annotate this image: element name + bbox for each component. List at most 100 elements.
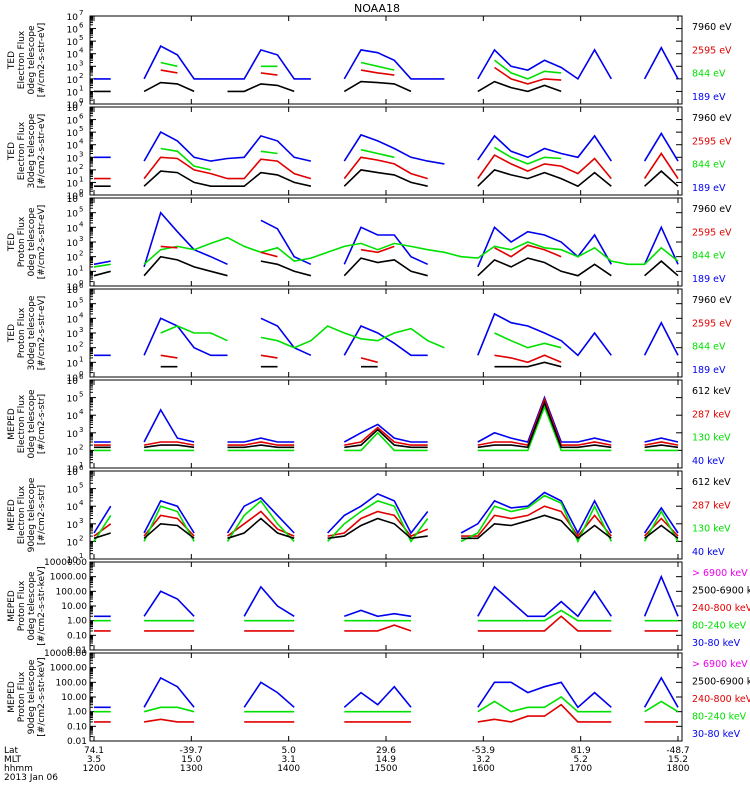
y-tick-label: 10 <box>67 330 79 340</box>
y-axis-label-line: [#/cm2-s-str] <box>37 394 47 454</box>
y-axis-label-line: TED <box>7 142 17 161</box>
y-tick-exponent: 0 <box>79 279 83 287</box>
x-tick-label-lat: -48.7 <box>666 746 689 756</box>
y-axis-label-line: MEPED <box>7 590 17 622</box>
y-tick-label: 10 <box>67 286 79 296</box>
y-tick-exponent: 6 <box>79 191 84 199</box>
y-axis-label-line: Proton Flux <box>17 307 27 358</box>
series-red <box>94 396 679 447</box>
legend-entry: 612 keV <box>692 477 731 488</box>
series-blue <box>94 395 679 443</box>
y-tick-label: 10 <box>67 179 79 189</box>
y-axis-label-line: 0deg telescope <box>27 389 37 459</box>
y-tick-label: 10 <box>67 465 79 475</box>
y-tick-label: 1.00 <box>67 617 87 627</box>
y-tick-label: 10 <box>67 142 79 152</box>
y-tick-label: 100.00 <box>56 678 88 688</box>
series-blue <box>94 131 679 165</box>
y-tick-label: 10 <box>67 38 79 48</box>
y-tick-exponent: 3 <box>79 235 83 243</box>
y-axis-label-line: Electron Flux <box>17 485 27 544</box>
y-axis-label: MEPEDProton Flux0deg telescope[#/cm2-s-s… <box>7 566 47 645</box>
x-row-label: MLT <box>4 755 22 765</box>
y-tick-label: 10 <box>67 283 79 293</box>
y-tick-exponent: 2 <box>79 534 83 542</box>
y-tick-exponent: 5 <box>79 391 83 399</box>
y-axis-label-line: TED <box>7 324 17 343</box>
y-tick-label: 10 <box>67 154 79 164</box>
y-axis-label-line: 90deg telescope <box>27 477 37 552</box>
legend-entry: 240-800 keV <box>692 694 750 705</box>
y-tick-exponent: 3 <box>79 326 83 334</box>
y-tick-label: 10 <box>67 239 79 249</box>
x-tick-label-lat: 74.1 <box>84 746 104 756</box>
y-tick-exponent: 6 <box>79 22 84 30</box>
series-blue <box>94 676 679 709</box>
x-row-label: Lat <box>4 746 19 756</box>
legend-entry: 2595 eV <box>692 45 732 56</box>
series-blue <box>93 491 679 535</box>
x-tick-label-lat: -53.9 <box>472 746 496 756</box>
y-tick-exponent: 0 <box>79 370 83 378</box>
y-tick-label: 10 <box>67 192 79 202</box>
series-black <box>93 514 679 540</box>
x-tick-label-lat: 29.6 <box>376 746 396 756</box>
panel-frame <box>89 106 683 196</box>
legend-entry: 30-80 keV <box>692 729 741 740</box>
y-axis-label: MEPEDElectron Flux90deg telescope[#/cm2-… <box>7 477 47 552</box>
y-tick-exponent: 4 <box>79 138 84 146</box>
y-tick-label: 10 <box>67 412 79 422</box>
y-tick-label: 10 <box>67 345 79 355</box>
y-tick-exponent: 6 <box>79 113 84 121</box>
y-axis-label-line: MEPED <box>7 681 17 713</box>
series-black <box>161 362 662 366</box>
y-tick-label: 10000.00 <box>44 558 87 568</box>
series-black <box>94 400 679 449</box>
x-tick-label-lat: -39.7 <box>180 746 203 756</box>
series-blue <box>94 45 679 81</box>
y-tick-label: 10 <box>67 254 79 264</box>
y-tick-label: 10 <box>67 503 79 513</box>
series-green <box>93 236 679 268</box>
series-blue <box>94 312 679 357</box>
series-red <box>161 355 662 362</box>
y-tick-label: 10.00 <box>61 602 87 612</box>
y-tick-label: 10 <box>67 101 79 111</box>
legend-entry: 2500-6900 keV <box>692 586 750 597</box>
series-red <box>93 505 679 538</box>
x-tick-label-hhmm: 1400 <box>277 764 300 774</box>
y-axis-label-line: MEPED <box>7 499 17 531</box>
series-black <box>94 168 679 188</box>
y-tick-label: 10 <box>67 195 79 205</box>
y-axis-label-line: [#/cm2-s-str-keV] <box>37 657 47 736</box>
y-tick-exponent: 0 <box>79 188 83 196</box>
y-axis-label-line: TED <box>7 233 17 252</box>
series-black <box>93 255 679 277</box>
y-axis-label-line: 0deg telescope <box>27 207 37 277</box>
legend-entry: 130 keV <box>692 433 731 444</box>
y-tick-exponent: 5 <box>79 34 83 42</box>
legend-entry: 7960 eV <box>692 204 732 215</box>
panel-frame <box>89 652 683 742</box>
date-label: 2013 Jan 06 <box>4 773 58 783</box>
legend-entry: 844 eV <box>692 160 726 171</box>
panel-frame <box>89 197 683 287</box>
legend-entry: 189 eV <box>692 92 726 103</box>
panel-frame <box>89 561 683 651</box>
plot-title: NOAA18 <box>354 2 400 15</box>
y-tick-label: 0.01 <box>67 737 87 747</box>
legend-entry: 287 keV <box>692 500 731 511</box>
y-tick-label: 10 <box>67 447 79 457</box>
series-red <box>161 66 662 84</box>
y-axis-label-line: 0deg telescope <box>27 571 37 641</box>
legend-entry: > 6900 keV <box>692 659 748 670</box>
y-tick-label: 10 <box>67 63 79 73</box>
panel-frame <box>89 288 683 378</box>
legend-entry: 80-240 keV <box>692 712 747 723</box>
series-green <box>93 494 679 544</box>
y-tick-exponent: 1 <box>79 84 83 92</box>
